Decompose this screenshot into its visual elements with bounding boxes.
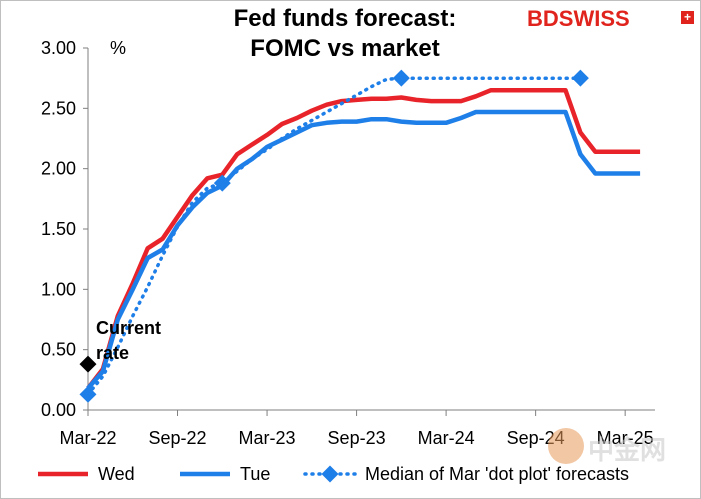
current-rate-marker <box>79 355 97 373</box>
x-tick-label: Mar-22 <box>59 428 116 448</box>
series-line-wed <box>86 87 641 390</box>
y-tick-label: 0.00 <box>41 400 76 420</box>
legend-label-median: Median of Mar 'dot plot' forecasts <box>365 464 629 484</box>
y-tick-label: 1.00 <box>41 279 76 299</box>
median-diamond-marker <box>213 174 231 192</box>
series-line-median-dot-plot <box>86 76 583 397</box>
legend-label-tue: Tue <box>240 464 270 484</box>
y-tick-label: 1.50 <box>41 219 76 239</box>
current-rate-annotation: rate <box>96 343 129 363</box>
x-tick-label: Mar-25 <box>597 428 654 448</box>
median-diamond-marker <box>79 385 97 403</box>
y-unit-label: % <box>110 38 126 58</box>
series-line-tue <box>86 109 641 390</box>
median-diamond-marker <box>571 69 589 87</box>
chart-title: Fed funds forecast: FOMC vs market <box>150 4 540 64</box>
y-tick-label: 3.00 <box>41 38 76 58</box>
logo-part-1: BD <box>527 6 559 31</box>
legend-diamond-median <box>321 465 339 483</box>
chart-title-line-1: Fed funds forecast: <box>233 5 457 32</box>
watermark: 中金网 <box>548 428 698 496</box>
watermark-text: 中金网 <box>588 436 667 466</box>
logo-cross-icon: + <box>681 11 694 24</box>
median-diamond-marker <box>392 69 410 87</box>
bdswiss-logo: BDSWISS <box>527 6 630 32</box>
y-tick-label: 2.00 <box>41 159 76 179</box>
logo-part-2: SWISS <box>558 6 630 31</box>
x-tick-label: Sep-22 <box>149 428 207 448</box>
y-tick-label: 2.50 <box>41 98 76 118</box>
current-rate-annotation: Current <box>96 318 161 338</box>
x-tick-label: Mar-23 <box>239 428 296 448</box>
watermark-logo-icon <box>548 428 584 464</box>
y-tick-label: 0.50 <box>41 340 76 360</box>
x-tick-label: Mar-24 <box>418 428 475 448</box>
x-tick-label: Sep-23 <box>328 428 386 448</box>
legend-label-wed: Wed <box>98 464 135 484</box>
chart-title-line-2: FOMC vs market <box>250 35 440 62</box>
